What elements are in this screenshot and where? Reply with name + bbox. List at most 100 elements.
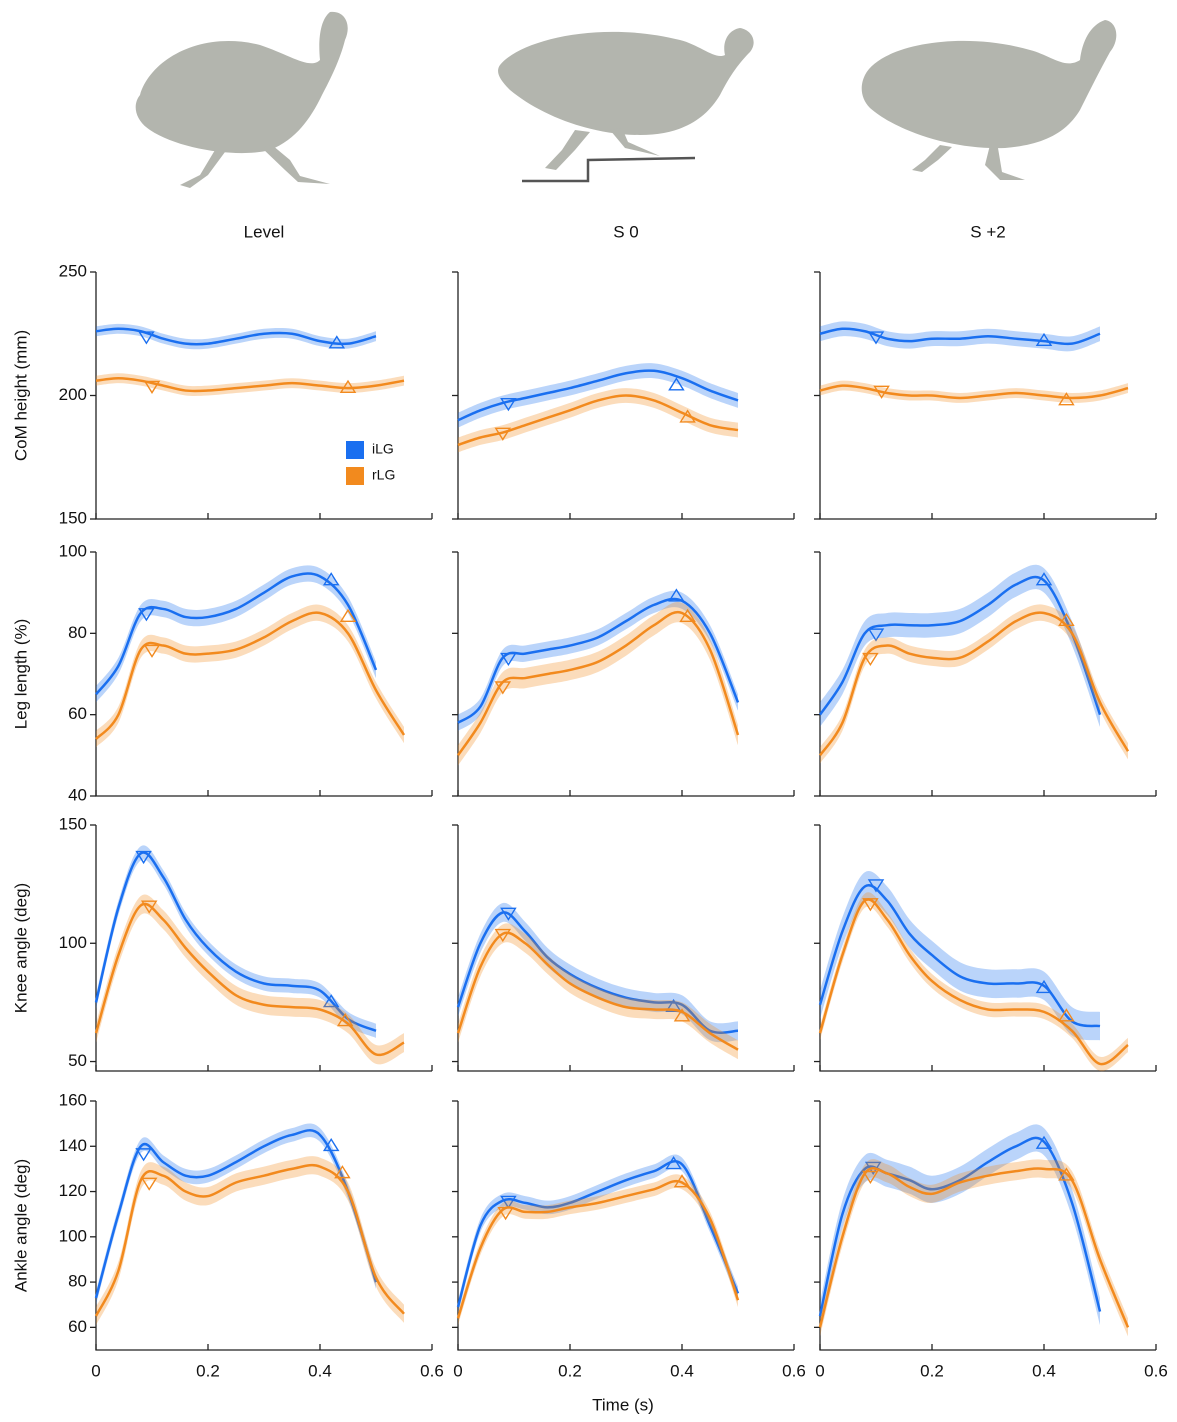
touchdown-marker [862, 898, 879, 912]
panel [452, 551, 795, 797]
legend-label: iLG [372, 441, 394, 457]
panel [452, 824, 795, 1072]
y-axis-label: CoM height (mm) [11, 330, 30, 461]
error-band [820, 564, 1100, 727]
liftoff-marker [322, 572, 340, 586]
x-tick-label: 0 [91, 1361, 100, 1380]
error-band [458, 1154, 738, 1314]
y-tick-label: 50 [68, 1051, 87, 1070]
x-tick-label: 0.4 [670, 1361, 694, 1380]
touchdown-marker [494, 427, 512, 441]
touchdown-marker [135, 850, 152, 865]
error-band [96, 1156, 404, 1326]
series-line [94, 902, 405, 1057]
series-line [95, 376, 405, 393]
panel [814, 824, 1157, 1072]
series-line [819, 384, 1129, 400]
series-line [456, 1179, 740, 1319]
series-line [94, 851, 377, 1032]
error-band [458, 923, 738, 1060]
silhouettes [135, 11, 1117, 188]
liftoff-marker [1058, 392, 1075, 406]
touchdown-marker [497, 1207, 514, 1221]
touchdown-marker [867, 879, 885, 893]
series-line [457, 597, 740, 724]
touchdown-marker [500, 398, 517, 412]
error-band [96, 1123, 376, 1305]
error-band [458, 363, 738, 428]
column-title: S 0 [613, 222, 639, 241]
series-line [456, 911, 739, 1034]
bird-s0 [498, 28, 754, 170]
liftoff-marker [1035, 572, 1053, 586]
touchdown-marker [135, 1148, 152, 1162]
y-tick-label: 60 [68, 1317, 87, 1336]
error-band [820, 321, 1100, 352]
touchdown-marker [140, 900, 158, 914]
series-line [818, 611, 1130, 757]
legend-swatch [346, 467, 364, 485]
error-band [96, 845, 376, 1038]
error-band [458, 590, 738, 731]
touchdown-marker [873, 385, 890, 399]
y-tick-label: 100 [59, 1226, 87, 1245]
series-line [818, 575, 1102, 716]
y-tick-label: 60 [68, 704, 87, 723]
series-line [456, 1160, 740, 1308]
y-axis-label: Knee angle (deg) [11, 883, 30, 1013]
liftoff-marker [668, 377, 685, 391]
liftoff-marker [334, 1165, 351, 1179]
touchdown-marker [140, 1177, 158, 1191]
x-tick-label: 0.6 [420, 1361, 444, 1380]
touchdown-marker [867, 628, 885, 642]
column-title: S +2 [970, 222, 1005, 241]
y-tick-label: 150 [59, 508, 87, 527]
series-line [818, 884, 1101, 1028]
axes [457, 825, 794, 1072]
touchdown-marker [867, 331, 885, 345]
series-line [819, 327, 1101, 346]
column-title: Level [244, 222, 285, 241]
error-band [820, 1124, 1100, 1330]
y-tick-label: 160 [59, 1090, 87, 1109]
liftoff-marker [1035, 332, 1053, 347]
series-line [94, 1163, 405, 1317]
panel: 0 0.2 0.4 0.6 Time (s) [452, 1100, 806, 1414]
x-tick-label: 0 [453, 1361, 462, 1380]
y-axis-label: Leg length (%) [11, 619, 30, 730]
x-tick-label: 0 [815, 1361, 824, 1380]
error-band [820, 604, 1128, 764]
x-tick-label: 0.2 [920, 1361, 944, 1380]
touchdown-marker [143, 380, 161, 394]
panel: 150 200 250 Level CoM height (mm) iLG rLG [11, 222, 433, 527]
series-line [818, 898, 1129, 1066]
error-band [458, 388, 738, 453]
liftoff-marker [668, 588, 685, 602]
liftoff-marker [336, 1013, 354, 1027]
y-tick-label: 140 [59, 1136, 87, 1155]
y-tick-label: 40 [68, 785, 87, 804]
legend-label: rLG [372, 467, 395, 483]
x-tick-label: 0.6 [782, 1361, 806, 1380]
error-band [820, 892, 1128, 1072]
liftoff-marker [679, 409, 696, 423]
x-tick-label: 0.6 [1144, 1361, 1168, 1380]
bird-level [135, 11, 348, 188]
touchdown-marker [138, 608, 155, 622]
touchdown-marker [500, 652, 517, 667]
liftoff-marker [673, 1008, 691, 1022]
liftoff-marker [1058, 1167, 1075, 1181]
liftoff-marker [1058, 1008, 1075, 1022]
liftoff-marker [322, 994, 340, 1008]
error-band [458, 601, 738, 766]
y-tick-label: 150 [59, 814, 87, 833]
error-band [458, 902, 738, 1043]
panel: S +2 [814, 222, 1157, 520]
panel: 40 60 80 100 Leg length (%) [11, 541, 433, 804]
y-tick-label: 120 [59, 1181, 87, 1200]
error-band [96, 894, 404, 1065]
y-tick-label: 250 [59, 261, 87, 280]
x-tick-label: 0.2 [196, 1361, 220, 1380]
axes [819, 825, 1156, 1072]
touchdown-marker [138, 331, 155, 345]
